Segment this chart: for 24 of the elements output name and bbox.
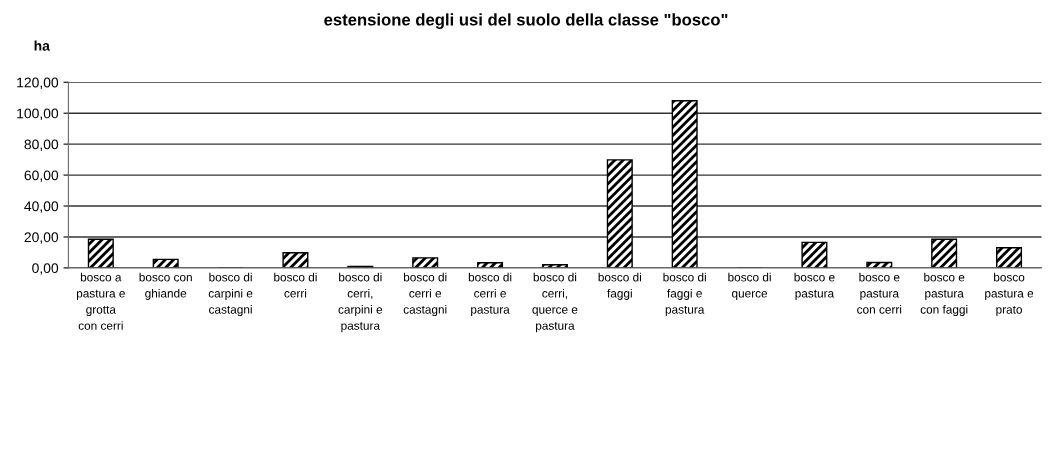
x-tick-label: bosco di carpini e castagni <box>208 272 253 317</box>
x-tick-label: bosco di querce <box>728 272 771 300</box>
y-tick-label: 20,00 <box>24 232 59 244</box>
y-tick-label: 120,00 <box>17 77 59 90</box>
x-tick-label: bosco di faggi e pastura <box>663 272 706 317</box>
y-tick-label: 100,00 <box>17 108 59 120</box>
x-tick-label: bosco e pastura <box>794 272 835 300</box>
y-tick-label: 0,00 <box>32 263 59 275</box>
chart-title: estensione degli usi del suolo della classe "bosco" <box>324 13 728 29</box>
x-tick-label: bosco di cerri, carpini e pastura <box>338 272 383 333</box>
y-tick-label: 80,00 <box>24 139 59 151</box>
x-tick-label: bosco di cerri e castagni <box>403 272 447 317</box>
y-tick-label: 60,00 <box>24 170 59 182</box>
x-tick-label: bosco di cerri, querce e pastura <box>532 272 578 333</box>
x-tick-label: bosco e pastura con faggi <box>920 272 968 317</box>
y-tick-label: 40,00 <box>24 201 59 213</box>
x-tick-label: bosco e pastura con cerri <box>857 272 902 314</box>
x-tick-label: bosco pastura e prato <box>985 272 1034 317</box>
x-tick-label: bosco a pastura e grotta con cerri <box>76 272 125 330</box>
x-tick-label: bosco di cerri <box>274 272 317 298</box>
x-tick-label: bosco di cerri e pastura <box>468 272 512 317</box>
x-tick-label: bosco con ghiande <box>139 272 192 300</box>
y-axis-title: ha <box>34 40 50 51</box>
x-tick-label: bosco di faggi <box>598 272 641 300</box>
